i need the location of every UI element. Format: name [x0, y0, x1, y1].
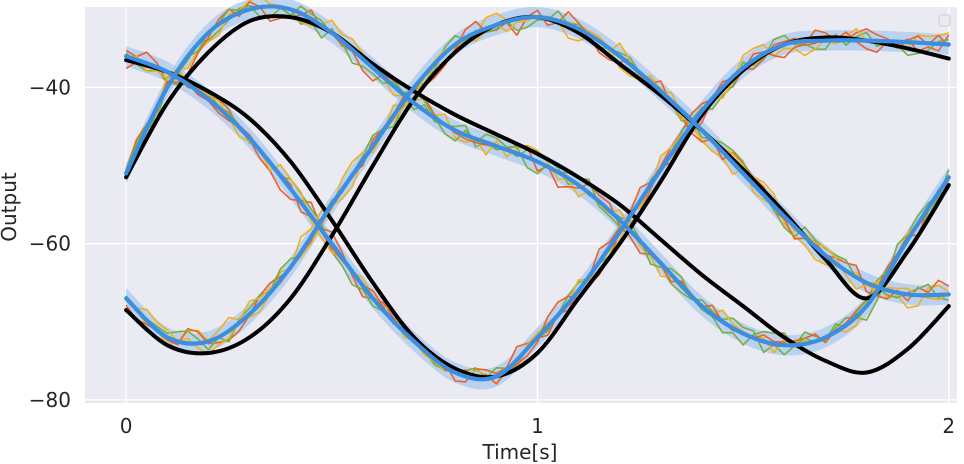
x-tick-label: 2 [942, 414, 955, 438]
reference-line [124, 13, 951, 375]
mean-line [124, 4, 951, 348]
empty-legend-box [938, 14, 951, 27]
mean-line [124, 38, 951, 382]
reference-line [124, 35, 951, 380]
x-axis-label: Time[s] [482, 440, 558, 464]
x-tick-label: 0 [120, 414, 133, 438]
tick-labels: 0 1 2 −40 −60 −80 [29, 75, 955, 438]
mean-line [124, 15, 951, 346]
y-tick-label: −40 [29, 75, 71, 99]
x-tick-label: 1 [531, 414, 544, 438]
mean-lines [124, 4, 951, 382]
y-axis-label: Output [0, 172, 21, 242]
y-tick-label: −60 [29, 232, 71, 256]
y-tick-label: −80 [29, 388, 71, 412]
sample-line [125, 1, 950, 344]
